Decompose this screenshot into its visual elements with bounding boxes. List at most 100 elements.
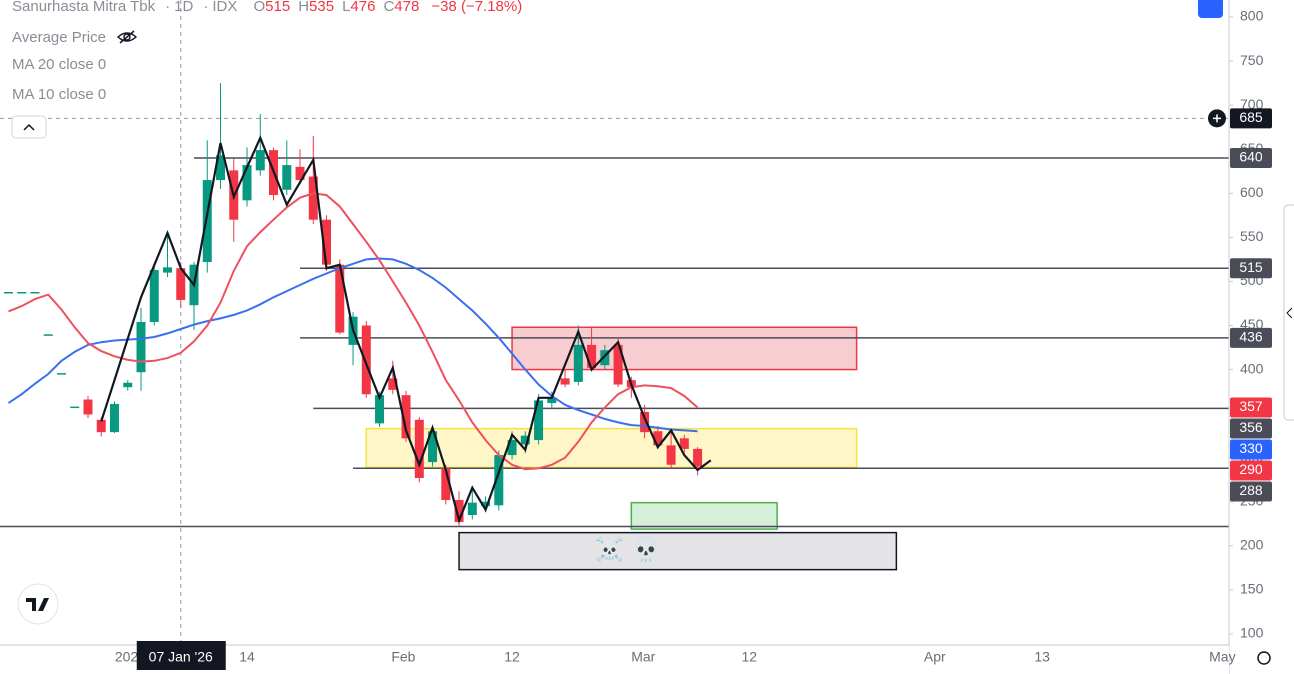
ohlc-label: C <box>383 0 395 15</box>
tradingview-logo <box>17 583 59 625</box>
candle-body <box>401 395 411 439</box>
candle-body <box>335 264 345 333</box>
crosshair-date-label: 07 Jan '26 <box>149 649 213 665</box>
candle-body <box>83 399 93 415</box>
ohlc-values: O515 H535 L476 C478 <box>254 0 428 15</box>
candle-body <box>573 344 583 382</box>
price-badge-label: 436 <box>1239 329 1263 345</box>
price-badge <box>1230 148 1272 169</box>
legend-ma-10[interactable]: MA 10 close 0 <box>12 86 107 103</box>
price-zone <box>458 531 898 571</box>
candle-body <box>640 411 650 433</box>
price-badge <box>1230 397 1272 418</box>
price-zone <box>511 326 858 371</box>
ohlc-value: 535 <box>309 0 335 15</box>
toolbar-button[interactable] <box>1198 0 1223 18</box>
logo-mark <box>26 598 49 611</box>
y-tick-label: 400 <box>1240 360 1264 376</box>
candle-body <box>56 373 66 375</box>
candle-body <box>308 176 318 220</box>
zone-emoji: ☠️ 💀 <box>594 535 660 563</box>
symbol-header: Sanurhasta Mitra Tbk · 1D · IDX O515 H535 L476… <box>12 0 523 15</box>
y-tick-label: 550 <box>1240 228 1264 244</box>
candle-body <box>375 395 385 424</box>
candle-body <box>520 435 530 445</box>
candle-body <box>149 269 159 322</box>
moving-average-line <box>7 257 698 433</box>
candle-body <box>560 378 570 385</box>
price-zone <box>365 427 858 469</box>
x-tick-label: May <box>1209 649 1235 665</box>
candle-body <box>547 397 557 404</box>
legend-average-price[interactable]: Average Price <box>12 26 138 46</box>
settings-icon[interactable] <box>1257 651 1271 665</box>
y-tick-label: 700 <box>1240 96 1264 112</box>
candle-body <box>70 406 80 409</box>
candle-body <box>216 155 226 181</box>
legend-label: Average Price <box>12 29 106 46</box>
candle-body <box>242 165 252 201</box>
collapse-legend-button[interactable] <box>11 115 47 139</box>
chevron-icon <box>23 123 35 131</box>
hidden-eye-icon[interactable] <box>116 29 138 45</box>
candle-body <box>109 403 119 433</box>
candle-body <box>3 292 13 294</box>
candle-body <box>693 448 703 467</box>
x-tick-label: Mar <box>631 649 655 665</box>
candle-body <box>414 419 424 478</box>
crosshair-price-label: 685 <box>1239 109 1263 125</box>
y-tick-label: 200 <box>1240 537 1264 553</box>
candle-body <box>202 180 212 263</box>
ohlc-label: L <box>342 0 351 15</box>
candle-body <box>43 334 53 336</box>
zigzag-drawing <box>100 134 712 524</box>
candle-body <box>666 445 676 465</box>
candle-body <box>17 292 27 294</box>
candle-body <box>361 325 371 395</box>
x-tick-label: Feb <box>391 649 415 665</box>
price-badge <box>1230 460 1272 481</box>
candle-body <box>255 150 265 171</box>
crosshair-price-badge <box>1230 108 1272 129</box>
moving-average-line <box>8 192 699 471</box>
candle-body <box>481 501 491 507</box>
price-badge-label: 290 <box>1239 461 1263 477</box>
candle-body <box>613 344 623 385</box>
symbol-name[interactable]: Sanurhasta Mitra Tbk <box>12 0 156 15</box>
exchange: IDX <box>212 0 238 15</box>
price-badge-label: 515 <box>1239 259 1263 275</box>
ohlc-value: 476 <box>350 0 376 15</box>
ohlc-label: O <box>253 0 266 15</box>
candle-body <box>295 166 305 181</box>
price-badge-label: 288 <box>1239 482 1263 498</box>
candle-body <box>123 382 133 388</box>
price-badge-label: 357 <box>1239 398 1263 414</box>
candle-body <box>467 502 477 515</box>
price-badge-label: 640 <box>1239 149 1263 165</box>
x-tick-label: 13 <box>1034 649 1050 665</box>
candle-body <box>428 431 438 463</box>
y-tick-label: 750 <box>1240 52 1264 68</box>
interval[interactable]: 1D <box>174 0 194 15</box>
candle-body <box>534 400 544 441</box>
y-tick-label: 150 <box>1240 581 1264 597</box>
candle-body <box>30 292 40 294</box>
y-tick-label: 100 <box>1240 625 1264 641</box>
candle-body <box>322 219 332 265</box>
x-tick-label: 14 <box>239 649 255 665</box>
price-badge <box>1230 327 1272 348</box>
price-badge <box>1230 481 1272 502</box>
candle-body <box>653 431 663 446</box>
ohlc-value: 515 <box>265 0 291 15</box>
legend-ma-20[interactable]: MA 20 close 0 <box>12 56 107 73</box>
y-tick-label: 600 <box>1240 184 1264 200</box>
side-panel-tab[interactable] <box>1283 204 1294 421</box>
candle-body <box>441 468 451 501</box>
y-tick-label: 800 <box>1240 8 1264 24</box>
candle-body <box>176 268 186 300</box>
candle-body <box>454 500 464 523</box>
x-tick-label: Apr <box>924 649 946 665</box>
candle-body <box>282 165 292 190</box>
